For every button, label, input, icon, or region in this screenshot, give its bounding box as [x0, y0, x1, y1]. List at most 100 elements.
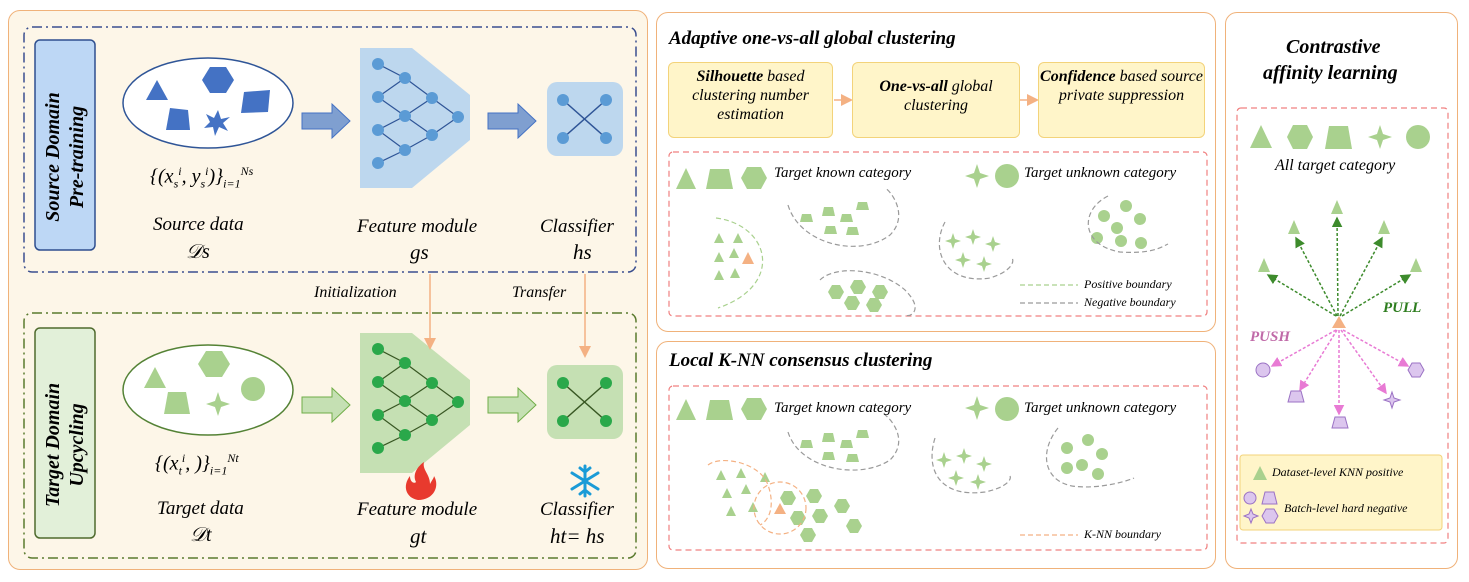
knn-clustering-area	[668, 385, 1208, 551]
classifier-label: Classifier	[540, 216, 614, 237]
knn-boundary	[753, 481, 807, 535]
legend-negative-label: Batch-level hard negative	[1284, 501, 1408, 515]
hexagon-icon	[741, 398, 767, 420]
source-feature-module	[360, 48, 470, 188]
source-classifier	[547, 82, 623, 156]
circle-icon	[995, 164, 1019, 188]
circle-icon	[241, 377, 265, 401]
triangle-cluster	[716, 468, 770, 516]
source-domain-box	[23, 26, 637, 273]
negative-boundary	[1087, 195, 1169, 253]
circle-icon	[1406, 125, 1430, 149]
step-one-vs-all: One-vs-all global clustering	[852, 62, 1020, 138]
sparkle-icon	[965, 164, 989, 188]
hexagon-cluster	[780, 489, 862, 542]
arrow-icon	[301, 102, 351, 140]
affinity-panel	[1225, 12, 1458, 569]
unknown-category-label: Target unknown category	[1024, 165, 1177, 181]
pull-label: PULL	[1383, 300, 1422, 316]
step-silhouette: Silhouette based clustering number estim…	[668, 62, 833, 138]
source-data-ellipse	[122, 57, 294, 149]
arrow-icon	[301, 386, 351, 424]
source-formula: {(xsi, ysi)}i=1Ns	[150, 164, 254, 191]
negative-boundary	[787, 187, 900, 247]
knn-boundary	[707, 460, 772, 526]
positive-boundary	[715, 217, 763, 309]
target-feature-module	[360, 333, 470, 473]
affinity-area	[1236, 107, 1449, 544]
feature-module-label: Feature module	[357, 499, 478, 520]
hs-symbol: hs	[573, 240, 592, 264]
anchor-triangle	[742, 252, 754, 264]
global-clustering-title: Adaptive one-vs-all global clustering	[669, 28, 956, 49]
target-formula: {(xti, )}i=1Nt	[155, 451, 239, 478]
negative-boundary	[819, 270, 916, 317]
parallelogram-icon	[241, 90, 270, 113]
sparkle-cluster	[945, 229, 1001, 272]
initialization-label: Initialization	[314, 284, 397, 301]
negative-boundary-label: Negative boundary	[1084, 295, 1176, 309]
feature-module-label: Feature module	[357, 216, 478, 237]
triangle-cluster	[714, 233, 743, 280]
known-category-label: Target known category	[774, 400, 912, 416]
positive-boundary-label: Positive boundary	[1084, 277, 1172, 291]
sparkle-icon	[1368, 125, 1392, 149]
hexagon-icon	[198, 351, 230, 377]
affinity-title-line1: Contrastive	[1286, 36, 1381, 58]
circle-cluster	[1091, 200, 1147, 249]
circle-cluster	[1061, 434, 1108, 480]
star-icon	[204, 110, 230, 136]
triangle-icon	[1250, 125, 1272, 148]
pipeline-panel	[8, 10, 648, 570]
circle-icon	[1243, 491, 1257, 505]
hexagon-icon	[1261, 508, 1279, 524]
trapezoid-cluster	[800, 430, 869, 462]
step-rest: global clustering	[904, 78, 993, 114]
knn-clustering-panel	[656, 341, 1216, 569]
knn-clustering-title: Local K-NN consensus clustering	[669, 350, 933, 371]
trapezoid-icon	[706, 400, 733, 420]
legend-positive-label: Dataset-level KNN positive	[1272, 465, 1404, 479]
ht-symbol: ht= hs	[550, 524, 605, 548]
sparkle-cluster	[936, 448, 992, 490]
source-domain-label: Source Domain Pre-training	[41, 52, 89, 262]
target-classifier	[547, 365, 623, 439]
sparkle-icon	[1242, 507, 1260, 525]
knn-boundary-label: K-NN boundary	[1084, 527, 1162, 541]
pretraining-text: Pre-training	[66, 105, 88, 209]
transfer-label: Transfer	[512, 284, 567, 301]
sparkle-icon	[206, 392, 230, 416]
snowflake-icon	[570, 464, 600, 498]
target-domain-label-box	[34, 327, 96, 539]
arrow-icon	[487, 386, 537, 424]
trapezoid-icon	[166, 108, 190, 130]
classifier-label: Classifier	[540, 499, 614, 520]
global-clustering-area	[668, 151, 1208, 317]
hexagon-icon	[741, 167, 767, 189]
triangle-icon	[1253, 466, 1267, 480]
trapezoid-icon	[1261, 491, 1278, 505]
source-data-symbol: 𝒟s	[186, 241, 210, 263]
step-bold: One-vs-all	[879, 78, 948, 95]
triangle-icon	[144, 367, 166, 388]
push-label: PUSH	[1250, 329, 1291, 345]
source-domain-label-box	[34, 39, 96, 251]
trapezoid-icon	[164, 392, 190, 414]
push-arrows	[1270, 329, 1410, 416]
hexagon-icon	[202, 67, 234, 93]
gs-symbol: gs	[410, 240, 429, 264]
negative-boundary	[1045, 427, 1135, 488]
gt-symbol: gt	[410, 524, 427, 548]
upcycling-text: Upcycling	[66, 403, 88, 487]
step-bold: Silhouette	[696, 68, 764, 85]
target-domain-label: Target Domain Upcycling	[41, 340, 89, 550]
global-clustering-panel	[656, 12, 1216, 332]
fire-icon	[405, 462, 437, 500]
target-domain-box	[23, 312, 637, 559]
hexagon-icon	[1287, 125, 1313, 149]
sparkle-icon	[965, 396, 989, 420]
step-rest: based source private suppression	[1058, 68, 1203, 104]
source-domain-text: Source Domain	[42, 92, 64, 222]
positive-samples	[1258, 200, 1422, 272]
